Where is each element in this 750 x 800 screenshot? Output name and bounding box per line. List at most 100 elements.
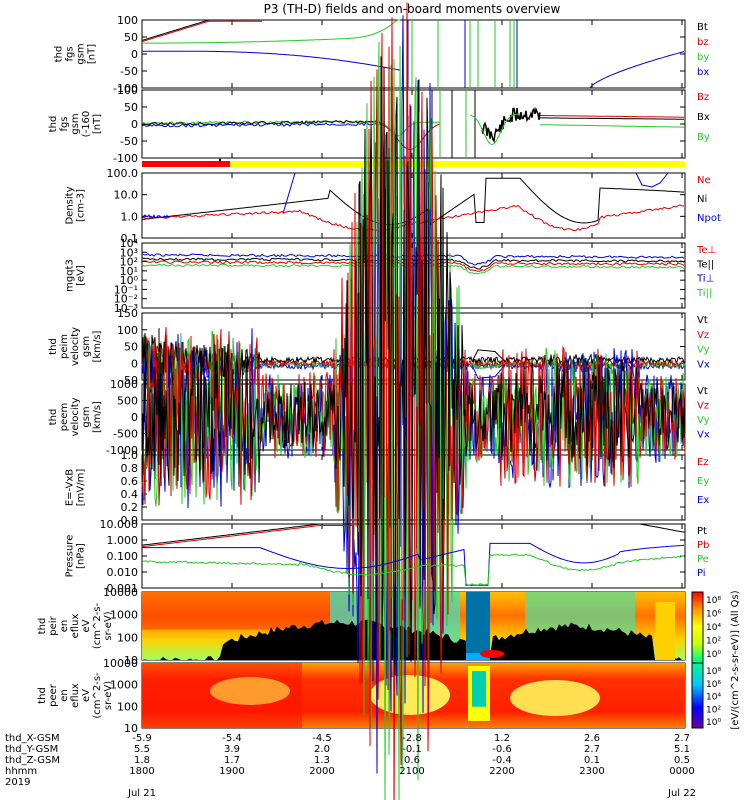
x-axis-value-hhmm: 1800	[129, 766, 154, 777]
y-axis-label: E=-VxB	[65, 469, 76, 506]
legend-Vz: Vz	[697, 330, 709, 341]
y-axis-label: sr-eV)	[103, 681, 114, 710]
y-axis-label: thd	[48, 409, 59, 426]
colorbar-tick-label: 10⁸	[706, 667, 721, 677]
y-axis-label: velocity	[70, 327, 81, 366]
y-tick-label: 100	[117, 631, 138, 644]
quality-flag-bar-red	[142, 161, 230, 167]
y-tick-label: 100.0	[107, 167, 139, 180]
y-tick-label: 0.8	[121, 462, 139, 475]
y-axis-label: [cm-3]	[76, 189, 87, 222]
ion-spectrogram-feature	[480, 650, 504, 658]
x-axis-value-x: 2.7	[674, 733, 690, 744]
y-axis-label: peim	[59, 334, 70, 359]
y-axis-label: thd	[54, 46, 65, 63]
y-axis-label: [nPa]	[76, 543, 87, 569]
series-Pe	[141, 553, 685, 586]
y-tick-label: 10⁴	[120, 237, 139, 250]
y-axis-label: fgs	[59, 116, 70, 131]
panel-frame	[141, 454, 686, 521]
legend-Te⊥: Te⊥	[696, 245, 716, 256]
legend-Ex: Ex	[697, 495, 709, 506]
colorbar	[691, 591, 704, 729]
y-tick-label: -50	[120, 374, 138, 387]
ion-spectrogram-dropout	[466, 592, 490, 660]
y-axis-label: eV	[81, 689, 92, 702]
y-tick-label: 10⁰	[120, 274, 139, 287]
y-axis-label: [km/s]	[92, 401, 103, 433]
y-tick-label: 10000	[103, 657, 138, 670]
y-tick-label: 100	[117, 700, 138, 713]
y-axis-label: gsm	[81, 406, 92, 427]
series-Vx	[471, 364, 506, 379]
y-tick-label: 10²	[120, 256, 138, 269]
y-axis-label: (cm^2-s-	[92, 602, 103, 649]
x-axis-row-label: thd_Y-GSM	[5, 744, 58, 755]
series-Vt	[141, 56, 686, 676]
legend-Npot: Npot	[697, 213, 721, 224]
y-axis-label: peem	[59, 403, 70, 431]
x-axis-value-x: -5.9	[132, 733, 152, 744]
x-axis-row-label: thd_X-GSM	[5, 733, 60, 744]
colorbar-tick-label: 10²	[706, 705, 721, 715]
x-axis-value-z: 1.8	[134, 755, 150, 766]
colorbar-tick-label: 10⁶	[706, 610, 721, 620]
y-tick-label: 0	[131, 357, 138, 370]
colorbar-tick-label: 10²	[706, 637, 721, 647]
panel-pressure: 10.000 1.000 0.100 0.010 0.001 Pressure [nPa]	[65, 518, 686, 595]
y-axis-label: peer	[48, 683, 59, 707]
legend-by: by	[697, 52, 709, 63]
colorbar-tick-label: 10⁶	[706, 680, 721, 690]
y-tick-label: -500	[113, 428, 138, 441]
x-axis-value-hhmm: 2000	[309, 766, 334, 777]
legend-Ne: Ne	[697, 175, 711, 186]
series-Bz	[540, 115, 684, 118]
y-tick-label: 1.0	[121, 449, 139, 462]
y-tick-label: 10⁻³	[114, 302, 138, 315]
y-axis-label: thd	[37, 618, 48, 635]
y-tick-label: -1000	[106, 444, 138, 457]
x-axis-row-label: 2019	[5, 777, 30, 788]
legend-Ez: Ez	[697, 457, 709, 468]
legend-By: By	[697, 132, 710, 143]
legend-Vx: Vx	[697, 359, 710, 370]
series-Pt	[639, 523, 686, 533]
legend-Ti||: Ti||	[696, 288, 712, 299]
legend-Vt: Vt	[697, 386, 708, 397]
legend-Te||: Te||	[696, 259, 714, 270]
legend-Ey: Ey	[697, 476, 709, 487]
x-axis-value-x: -2.8	[402, 733, 422, 744]
legend-Vx: Vx	[697, 430, 710, 441]
y-axis-label: [eV]	[76, 265, 87, 286]
y-tick-label: 1000	[110, 679, 138, 692]
series-Bt	[141, 19, 262, 41]
series-Npot	[282, 172, 296, 214]
legend-Vy: Vy	[697, 415, 710, 426]
electron-spectrogram-warm-patch	[510, 680, 600, 716]
y-axis-label: thd	[37, 687, 48, 704]
electron-spectrogram-warm-patch	[210, 677, 290, 705]
panel-electron_velocity: 1000 500 0 -500 -1000 thd peem velocity gsm [km/s…	[48, 378, 686, 457]
x-axis-value-hhmm: 0000	[669, 766, 694, 777]
y-tick-label: 10.0	[114, 189, 139, 202]
series-Bx	[481, 106, 541, 143]
legend-Vt: Vt	[697, 315, 708, 326]
y-tick-label: 0	[131, 48, 138, 61]
series-Npot	[635, 172, 669, 188]
ion-spectrogram-dropout-noise	[466, 592, 490, 654]
y-axis-label: sr-eV)	[103, 611, 114, 640]
x-axis-value-z: 0.1	[584, 755, 600, 766]
y-tick-label: 10³	[120, 246, 138, 259]
x-axis-value-y: -0.1	[402, 744, 422, 755]
panel-fgs_gse: 100 50 0 -50 -100 thd fgs gsm (-160 [nT]	[48, 84, 686, 165]
electron-spectrogram-warm-patch	[370, 675, 450, 715]
x-axis-row-label: thd_Z-GSM	[5, 755, 60, 766]
legend-bz: bz	[697, 37, 709, 48]
x-axis-value-x: -4.5	[312, 733, 332, 744]
legend-Pt: Pt	[697, 526, 707, 537]
series-Npot	[141, 213, 171, 219]
y-tick-label: 0	[131, 118, 138, 131]
y-tick-label: 100	[117, 324, 138, 337]
series-By	[540, 124, 684, 128]
